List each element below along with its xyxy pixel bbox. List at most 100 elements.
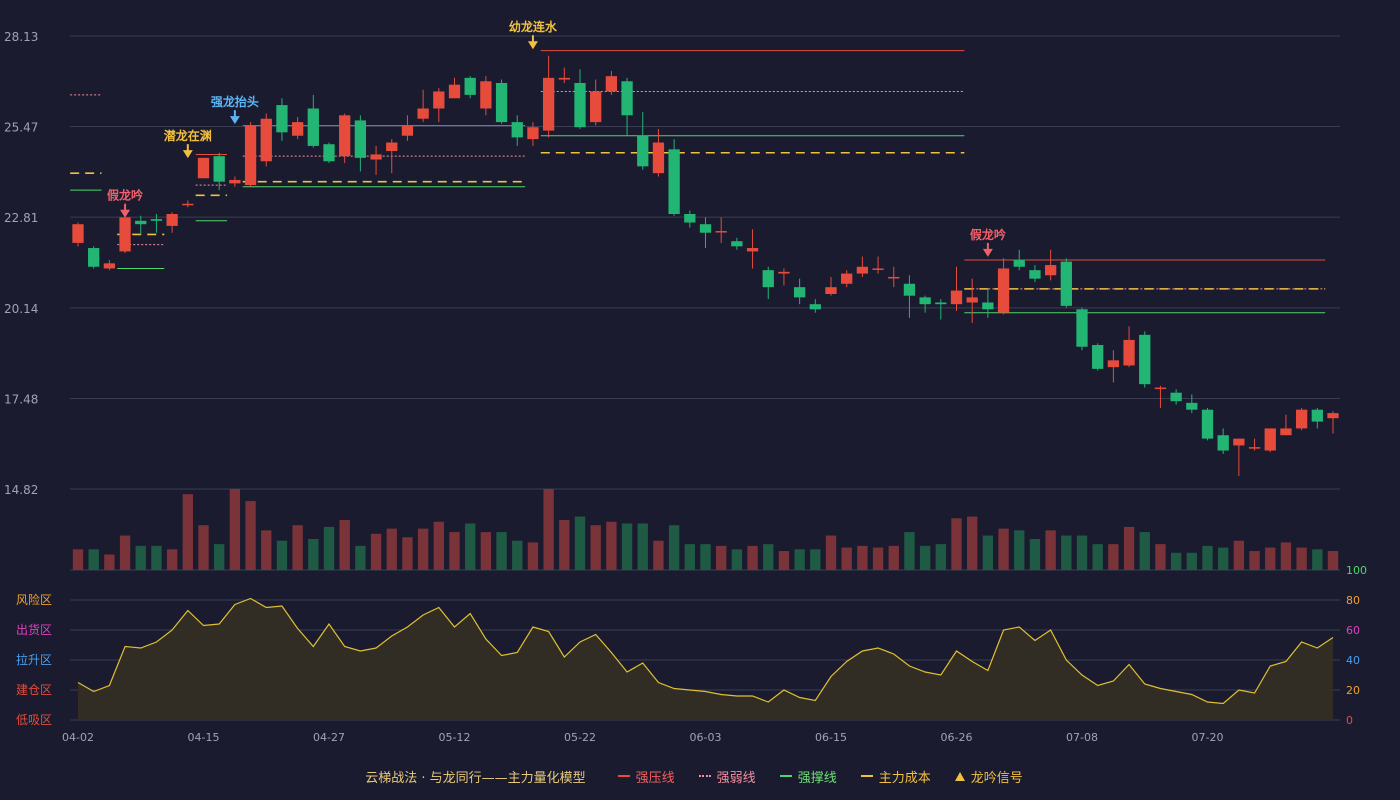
candle-body [1186,402,1198,410]
volume-bar [323,526,335,570]
candle-body [1139,334,1151,385]
volume-bar [1108,544,1119,570]
candle-body [652,142,665,174]
volume-bar [151,545,162,570]
candle-body [88,248,100,267]
volume-bar [731,549,743,570]
volume-bar [1312,549,1323,570]
volume-bar [1029,538,1041,570]
candle-body [668,149,680,215]
x-tick-label: 05-12 [439,731,471,744]
candle-body [731,241,743,247]
volume-bar [166,549,178,570]
volume-bar [308,538,319,570]
candle-body [1311,409,1323,422]
candle-body [809,304,821,310]
price-tick-label: 14.82 [4,483,38,497]
signal-label: 假龙吟 [970,227,1006,242]
candle-body [1295,409,1308,429]
candle-body [542,77,555,131]
volume-bar [1092,544,1103,570]
signal-label: 假龙吟 [107,188,143,203]
volume-bar [88,549,99,570]
volume-bar [465,523,476,570]
x-tick-label: 04-15 [188,731,220,744]
candle-body [307,108,319,146]
volume-bar [1218,547,1229,570]
candle-body [950,290,963,305]
price-tick-label: 22.81 [4,211,38,225]
candle-body [150,219,163,221]
price-tick-label: 20.14 [4,302,38,316]
candle-body [1013,259,1025,267]
volume-bar [72,549,84,570]
signal-label: 幼龙连水 [509,19,558,34]
candle-body [213,156,225,182]
triangle-icon [954,771,965,781]
volume-bar [1280,542,1292,570]
candle-body [464,77,476,95]
volume-bar [214,544,225,570]
legend-item-support: 强撑线 [779,767,837,786]
volume-bar [998,528,1009,570]
signal-arrow-icon [182,150,193,159]
osc-area [78,598,1333,720]
candle-body [1060,261,1072,306]
volume-bar [402,537,413,570]
volume-bar [1233,540,1245,570]
x-tick-label: 04-02 [62,731,94,744]
volume-bar [1014,530,1025,570]
volume-bar [543,489,554,570]
candle-body [1123,339,1135,366]
candle-body [1044,265,1057,276]
volume-bar [198,525,209,570]
candle-body [1264,428,1276,451]
candle-body [1170,392,1182,402]
volume-bar [1296,547,1307,570]
volume-bar [574,516,586,570]
x-tick-label: 06-15 [815,731,847,744]
volume-bar [135,545,146,570]
candle-body [1248,447,1261,449]
volume-bar [245,501,256,570]
volume-bar [1076,535,1088,570]
candle-body [888,276,900,279]
x-tick-label: 04-27 [313,731,345,744]
volume-bar [700,544,711,570]
zone-label: 低吸区 [16,713,52,727]
legend-item-cost: 主力成本 [860,767,931,786]
volume-bar [355,545,366,570]
zone-label: 出货区 [16,622,52,637]
volume-bar [621,523,633,570]
x-tick-label: 07-20 [1192,731,1224,744]
volume-bar [590,525,601,570]
volume-bar [747,545,758,570]
candle-body [841,273,853,284]
candle-body [119,217,131,252]
volume-bar [872,547,884,570]
volume-bar [1123,526,1135,570]
signal-arrow-icon [229,116,240,125]
legend-item-strong-pressure: 强压线 [617,767,675,786]
candle-body [919,297,931,305]
volume-bar [763,544,774,570]
volume-bar [261,530,272,570]
legend-item-strong-weak: 强弱线 [698,767,756,786]
candle-body [401,125,414,136]
level-lines [70,50,1326,314]
volume-bar [276,540,288,570]
legend-item-signal: 龙吟信号 [954,767,1023,786]
volume-bar [512,540,523,570]
x-tick-label: 05-22 [564,731,596,744]
volume-bar [794,549,805,570]
volume-bar [1045,530,1056,570]
volume-bar [668,525,680,570]
volume-bar [339,520,350,570]
candle-body [417,108,429,119]
volume-bar [653,540,664,570]
candle-body [260,118,272,162]
volume-bar [1202,545,1213,570]
osc-tick-label: 40 [1346,654,1360,667]
signal-arrow-icon [982,248,993,257]
